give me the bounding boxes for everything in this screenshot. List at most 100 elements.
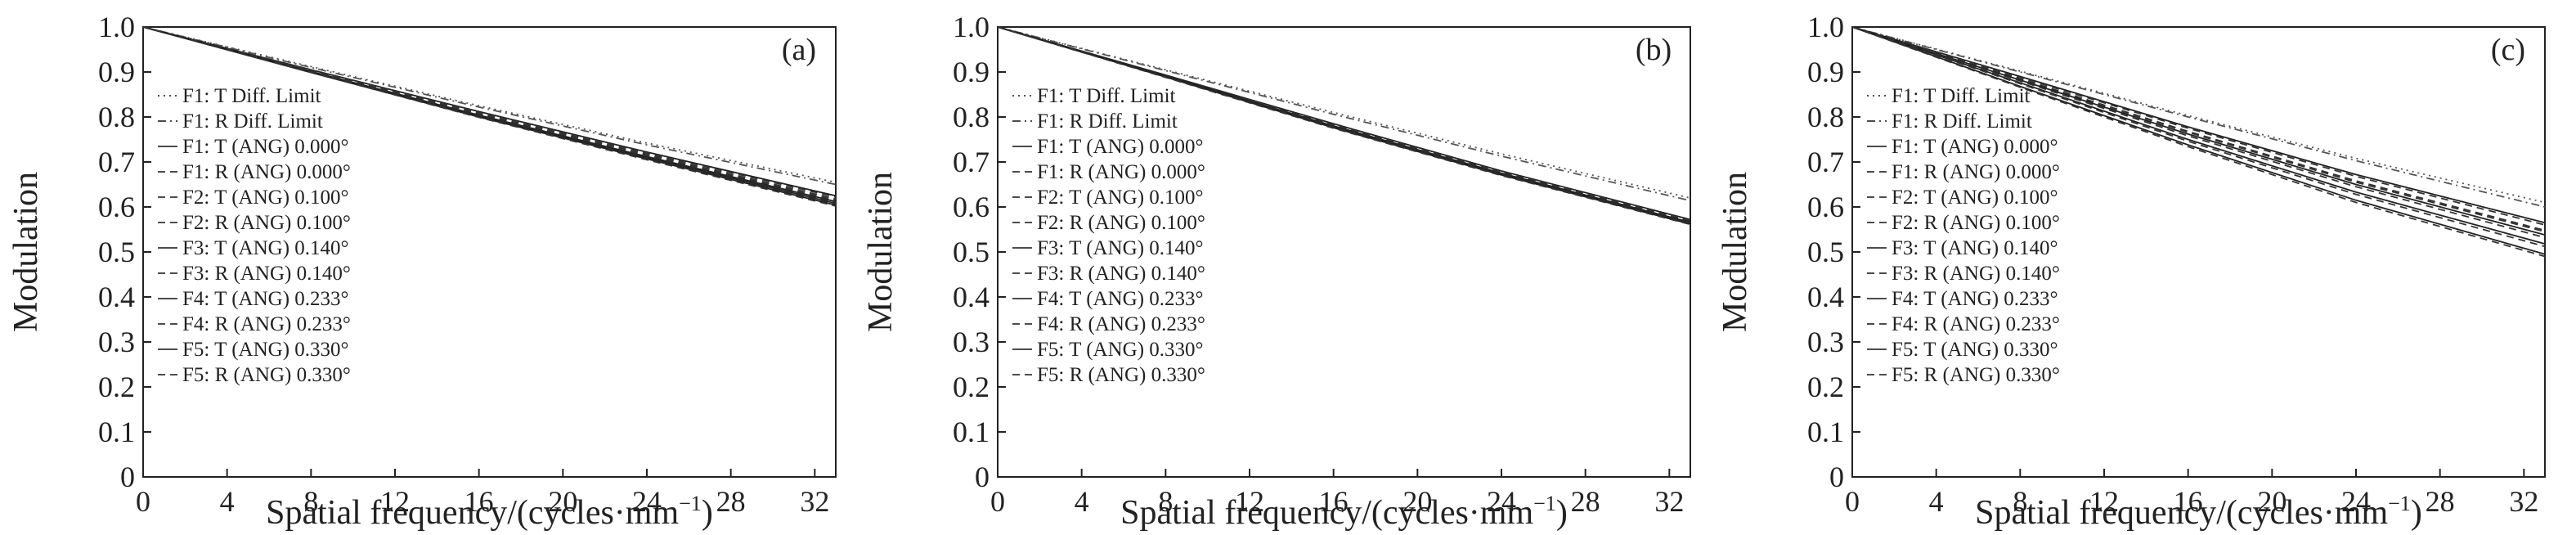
- x-tick-label: 8: [303, 485, 318, 518]
- y-tick-label: 0.1: [98, 416, 135, 448]
- legend-entry: F5: R (ANG) 0.330°: [182, 364, 351, 386]
- legend-entry: F3: T (ANG) 0.140°: [1892, 237, 2058, 259]
- legend-entry: F2: T (ANG) 0.100°: [182, 187, 349, 209]
- x-tick-label: 32: [1654, 485, 1684, 518]
- legend-entry: F5: T (ANG) 0.330°: [1892, 339, 2058, 361]
- y-tick-label: 0.2: [1807, 371, 1844, 403]
- legend-entry: F2: T (ANG) 0.100°: [1892, 187, 2058, 209]
- x-axis-label-close: ): [1556, 494, 1568, 532]
- y-tick-label: 0.2: [953, 371, 990, 403]
- y-tick-label: 0.2: [98, 371, 135, 403]
- panel-label: (b): [1636, 33, 1672, 67]
- series-line: [1851, 26, 2546, 208]
- y-tick-label: 0.4: [1807, 281, 1844, 313]
- x-tick-label: 4: [1929, 485, 1944, 518]
- legend-entry: F1: R (ANG) 0.000°: [1037, 161, 1205, 183]
- x-axis-label: Spatial frequency/(cycles·mm−1): [1975, 492, 2422, 532]
- series-line: [1851, 26, 2546, 239]
- y-axis-label: Modulation: [1717, 172, 1754, 332]
- y-tick-label: 1.0: [953, 11, 990, 43]
- x-tick-label: 4: [1075, 485, 1089, 518]
- y-tick-label: 0.8: [953, 101, 990, 133]
- legend-entry: F3: R (ANG) 0.140°: [182, 263, 351, 285]
- series-line: [1851, 26, 2546, 255]
- y-tick-label: 0.1: [1807, 416, 1844, 448]
- legend-entry: F2: R (ANG) 0.100°: [1892, 212, 2060, 234]
- series-line: [142, 26, 837, 186]
- x-tick-label: 32: [2509, 485, 2538, 518]
- y-tick-label: 0.7: [1807, 146, 1844, 178]
- x-axis-label-unit-exponent: −1: [2388, 492, 2411, 515]
- series-line: [1851, 26, 2546, 258]
- legend-entry: F5: T (ANG) 0.330°: [182, 339, 349, 361]
- x-tick-label: 24: [1487, 485, 1516, 518]
- legend-entry: F1: R Diff. Limit: [182, 110, 323, 133]
- legend-entry: F3: T (ANG) 0.140°: [1037, 237, 1204, 259]
- y-tick-label: 0.6: [1807, 191, 1844, 223]
- y-tick-label: 0: [120, 461, 135, 493]
- y-tick-label: 0.9: [953, 56, 990, 88]
- legend-entry: F3: R (ANG) 0.140°: [1037, 263, 1205, 285]
- x-tick-label: 28: [1571, 485, 1600, 518]
- x-axis-label-text: Spatial frequency/(cycles·mm: [1975, 494, 2388, 532]
- y-tick-label: 0.8: [1807, 101, 1844, 133]
- x-tick-label: 24: [632, 485, 662, 518]
- y-tick-label: 0.9: [1807, 56, 1844, 88]
- x-tick-label: 4: [220, 485, 235, 518]
- x-tick-label: 12: [1235, 485, 1264, 518]
- legend-entry: F1: T (ANG) 0.000°: [182, 136, 349, 158]
- series-line: [1851, 26, 2546, 245]
- legend-entry: F1: T Diff. Limit: [1037, 85, 1176, 107]
- legend-entry: F1: T (ANG) 0.000°: [1037, 136, 1204, 158]
- x-tick-label: 0: [990, 485, 1005, 518]
- y-tick-label: 1.0: [98, 11, 135, 43]
- legend-entry: F2: R (ANG) 0.100°: [182, 212, 351, 234]
- x-tick-label: 16: [1319, 485, 1349, 518]
- x-tick-label: 12: [380, 485, 410, 518]
- x-tick-label: 8: [2013, 485, 2027, 518]
- y-tick-label: 0.4: [953, 281, 990, 313]
- series-line: [142, 26, 837, 207]
- y-tick-label: 0.5: [98, 236, 135, 268]
- mtf-chart-c: 0 0.1 0.2 0.3 0.4 0.5 0.6 0.7 0.8 0.9 1.0 0 4 8 12 16 20…: [1717, 11, 2546, 532]
- panel-label: (a): [782, 33, 816, 67]
- legend-entry: F5: R (ANG) 0.330°: [1037, 364, 1205, 386]
- legend-entry: F5: T (ANG) 0.330°: [1037, 339, 1204, 361]
- x-tick-label: 16: [2174, 485, 2203, 518]
- series-line: [997, 26, 1691, 202]
- x-axis-label-text: Spatial frequency/(cycles·mm: [1120, 494, 1533, 532]
- y-tick-label: 0.3: [98, 326, 135, 358]
- mtf-chart-b: 0 0.1 0.2 0.3 0.4 0.5 0.6 0.7 0.8 0.9 1.0 0 4 8 12 16 20…: [862, 11, 1691, 532]
- x-tick-label: 20: [1402, 485, 1432, 518]
- x-axis-label: Spatial frequency/(cycles·mm−1): [266, 492, 713, 532]
- y-tick-label: 0: [975, 461, 990, 493]
- x-tick-label: 20: [2257, 485, 2287, 518]
- x-tick-label: 20: [548, 485, 577, 518]
- legend-entry: F4: T (ANG) 0.233°: [182, 288, 349, 310]
- x-axis-label-close: ): [2411, 494, 2422, 532]
- legend-entry: F2: R (ANG) 0.100°: [1037, 212, 1205, 234]
- x-tick-label: 0: [136, 485, 150, 518]
- legend-entry: F3: R (ANG) 0.140°: [1892, 263, 2060, 285]
- x-axis-label-close: ): [702, 494, 713, 532]
- legend-entry: F4: R (ANG) 0.233°: [1037, 313, 1205, 335]
- x-tick-label: 32: [800, 485, 829, 518]
- y-tick-label: 0.3: [953, 326, 990, 358]
- legend-entry: F1: R Diff. Limit: [1892, 110, 2032, 133]
- legend-entry: F1: R Diff. Limit: [1037, 110, 1178, 133]
- x-tick-label: 0: [1845, 485, 1860, 518]
- y-tick-label: 0: [1829, 461, 1844, 493]
- y-tick-label: 0.1: [953, 416, 990, 448]
- x-axis-label-unit-exponent: −1: [679, 492, 702, 515]
- legend-entry: F1: T Diff. Limit: [182, 85, 321, 107]
- legend-entry: F2: T (ANG) 0.100°: [1037, 187, 1204, 209]
- legend-entry: F5: R (ANG) 0.330°: [1892, 364, 2060, 386]
- y-tick-label: 0.6: [953, 191, 990, 223]
- legend-entry: F4: R (ANG) 0.233°: [1892, 313, 2060, 335]
- x-axis-label: Spatial frequency/(cycles·mm−1): [1120, 492, 1568, 532]
- legend-entry: F4: R (ANG) 0.233°: [182, 313, 351, 335]
- y-tick-label: 0.5: [1807, 236, 1844, 268]
- legend-entry: F1: R (ANG) 0.000°: [182, 161, 351, 183]
- x-tick-label: 28: [716, 485, 746, 518]
